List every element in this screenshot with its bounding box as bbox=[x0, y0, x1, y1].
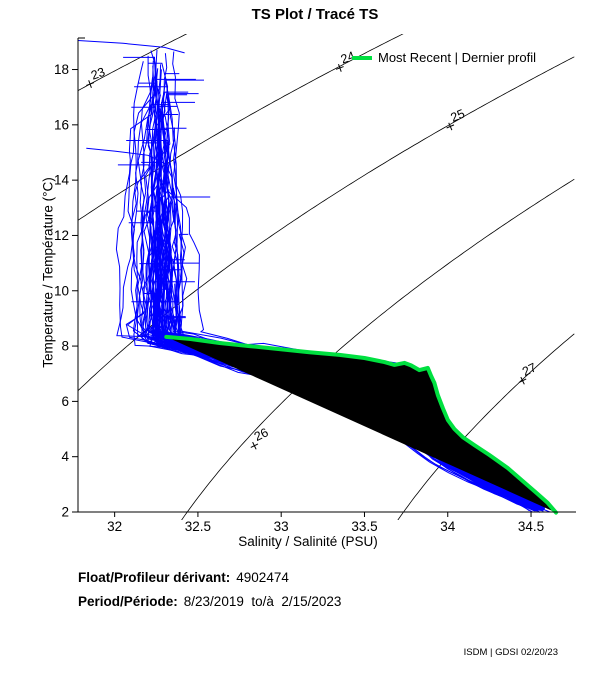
svg-text:14: 14 bbox=[54, 173, 70, 188]
svg-text:12: 12 bbox=[54, 228, 69, 243]
float-id-value: 4902474 bbox=[236, 570, 289, 585]
svg-text:18: 18 bbox=[54, 62, 69, 77]
svg-text:26: 26 bbox=[252, 425, 271, 444]
x-axis-label: Salinity / Salinité (PSU) bbox=[238, 534, 378, 549]
float-id-label: Float/Profileur dérivant: bbox=[78, 570, 231, 585]
svg-text:34.5: 34.5 bbox=[518, 519, 544, 534]
period-value: 8/23/2019 to/à 2/15/2023 bbox=[183, 594, 342, 609]
svg-text:34: 34 bbox=[440, 519, 456, 534]
plot-title: TS Plot / Tracé TS bbox=[251, 6, 379, 23]
profile-lines bbox=[77, 40, 551, 513]
legend-label: Most Recent | Dernier profil bbox=[378, 50, 536, 65]
svg-text:6: 6 bbox=[61, 394, 69, 409]
svg-text:33: 33 bbox=[274, 519, 289, 534]
credit-text: ISDM | GDSI 02/20/23 bbox=[463, 647, 558, 658]
svg-text:25: 25 bbox=[449, 107, 467, 125]
svg-text:24: 24 bbox=[339, 49, 357, 67]
legend: Most Recent | Dernier profil bbox=[352, 50, 536, 65]
y-axis-label: Temperature / Température (°C) bbox=[40, 177, 56, 368]
most-recent-line bbox=[164, 334, 558, 515]
contour-labels: 23 24 25 26 27 bbox=[86, 49, 539, 450]
period-label: Period/Période: bbox=[78, 594, 178, 609]
x-axis-ticks: 32 32.5 33 33.5 34 34.5 bbox=[107, 512, 544, 534]
svg-text:33.5: 33.5 bbox=[351, 519, 377, 534]
y-axis-ticks: 2 4 6 8 10 12 14 16 18 bbox=[54, 62, 78, 520]
period-line: Period/Période: 8/23/2019 to/à 2/15/2023 bbox=[78, 594, 341, 609]
svg-text:32: 32 bbox=[107, 519, 122, 534]
svg-text:27: 27 bbox=[520, 360, 539, 379]
float-id-line: Float/Profileur dérivant: 4902474 bbox=[78, 570, 289, 585]
svg-text:16: 16 bbox=[54, 117, 69, 132]
svg-text:8: 8 bbox=[61, 339, 69, 354]
svg-text:23: 23 bbox=[89, 65, 107, 83]
svg-text:4: 4 bbox=[61, 449, 69, 464]
most-recent-line-swatch bbox=[352, 55, 372, 60]
svg-text:10: 10 bbox=[54, 283, 69, 298]
svg-text:32.5: 32.5 bbox=[185, 519, 211, 534]
svg-text:2: 2 bbox=[61, 505, 69, 520]
